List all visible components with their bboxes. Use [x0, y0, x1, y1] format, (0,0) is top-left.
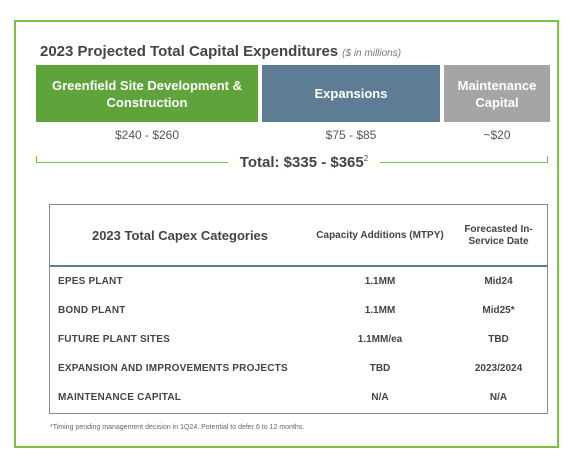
- table-row: EPES PLANT 1.1MM Mid24: [50, 267, 547, 296]
- row-date: Mid24: [484, 276, 513, 287]
- table-row: MAINTENANCE CAPITAL N/A N/A: [50, 383, 547, 412]
- category-expansions: Expansions: [262, 65, 440, 122]
- row-name: MAINTENANCE CAPITAL: [58, 392, 182, 403]
- total-label: Total: $335 - $3652: [228, 154, 380, 171]
- title-unit: ($ in millions): [342, 48, 402, 59]
- row-capacity: TBD: [369, 363, 391, 374]
- row-capacity: 1.1MM: [364, 305, 396, 316]
- table-row: FUTURE PLANT SITES 1.1MM/ea TBD: [50, 325, 547, 354]
- row-name: BOND PLANT: [58, 305, 126, 316]
- total-bracket-right: [380, 156, 548, 163]
- row-date: TBD: [488, 334, 509, 345]
- row-date: N/A: [489, 392, 508, 403]
- row-capacity: 1.1MM: [364, 276, 396, 287]
- amount-greenfield: $240 - $260: [114, 128, 180, 142]
- total-text: Total: $335 - $365: [239, 154, 364, 171]
- footnote: *Timing pending management decision in 1…: [50, 424, 305, 431]
- header-date: Forecasted In-Service Date: [464, 223, 533, 247]
- total-footnote-mark: 2: [363, 154, 369, 163]
- row-date: Mid25*: [482, 305, 515, 316]
- table-row: BOND PLANT 1.1MM Mid25*: [50, 296, 547, 325]
- row-name: FUTURE PLANT SITES: [58, 334, 170, 345]
- row-date: 2023/2024: [474, 363, 523, 374]
- page-title: 2023 Projected Total Capital Expenditure…: [40, 43, 401, 60]
- row-capacity: N/A: [371, 392, 389, 403]
- table-row: EXPANSION AND IMPROVEMENTS PROJECTS TBD …: [50, 354, 547, 383]
- row-name: EPES PLANT: [58, 276, 123, 287]
- total-bracket-left: [36, 156, 228, 163]
- header-capacity: Capacity Additions (MTPY): [316, 229, 444, 241]
- slide-frame: [14, 20, 559, 448]
- header-divider: [50, 265, 547, 267]
- category-maintenance: Maintenance Capital: [444, 65, 550, 122]
- capex-table: 2023 Total Capex Categories Capacity Add…: [49, 204, 548, 414]
- row-name: EXPANSION AND IMPROVEMENTS PROJECTS: [58, 363, 288, 374]
- title-main: 2023 Projected Total Capital Expenditure…: [40, 43, 339, 60]
- header-category: 2023 Total Capex Categories: [91, 228, 269, 243]
- amount-maintenance: ~$20: [483, 128, 511, 142]
- category-greenfield: Greenfield Site Development & Constructi…: [36, 65, 258, 122]
- amount-expansions: $75 - $85: [325, 128, 377, 142]
- row-capacity: 1.1MM/ea: [357, 334, 403, 345]
